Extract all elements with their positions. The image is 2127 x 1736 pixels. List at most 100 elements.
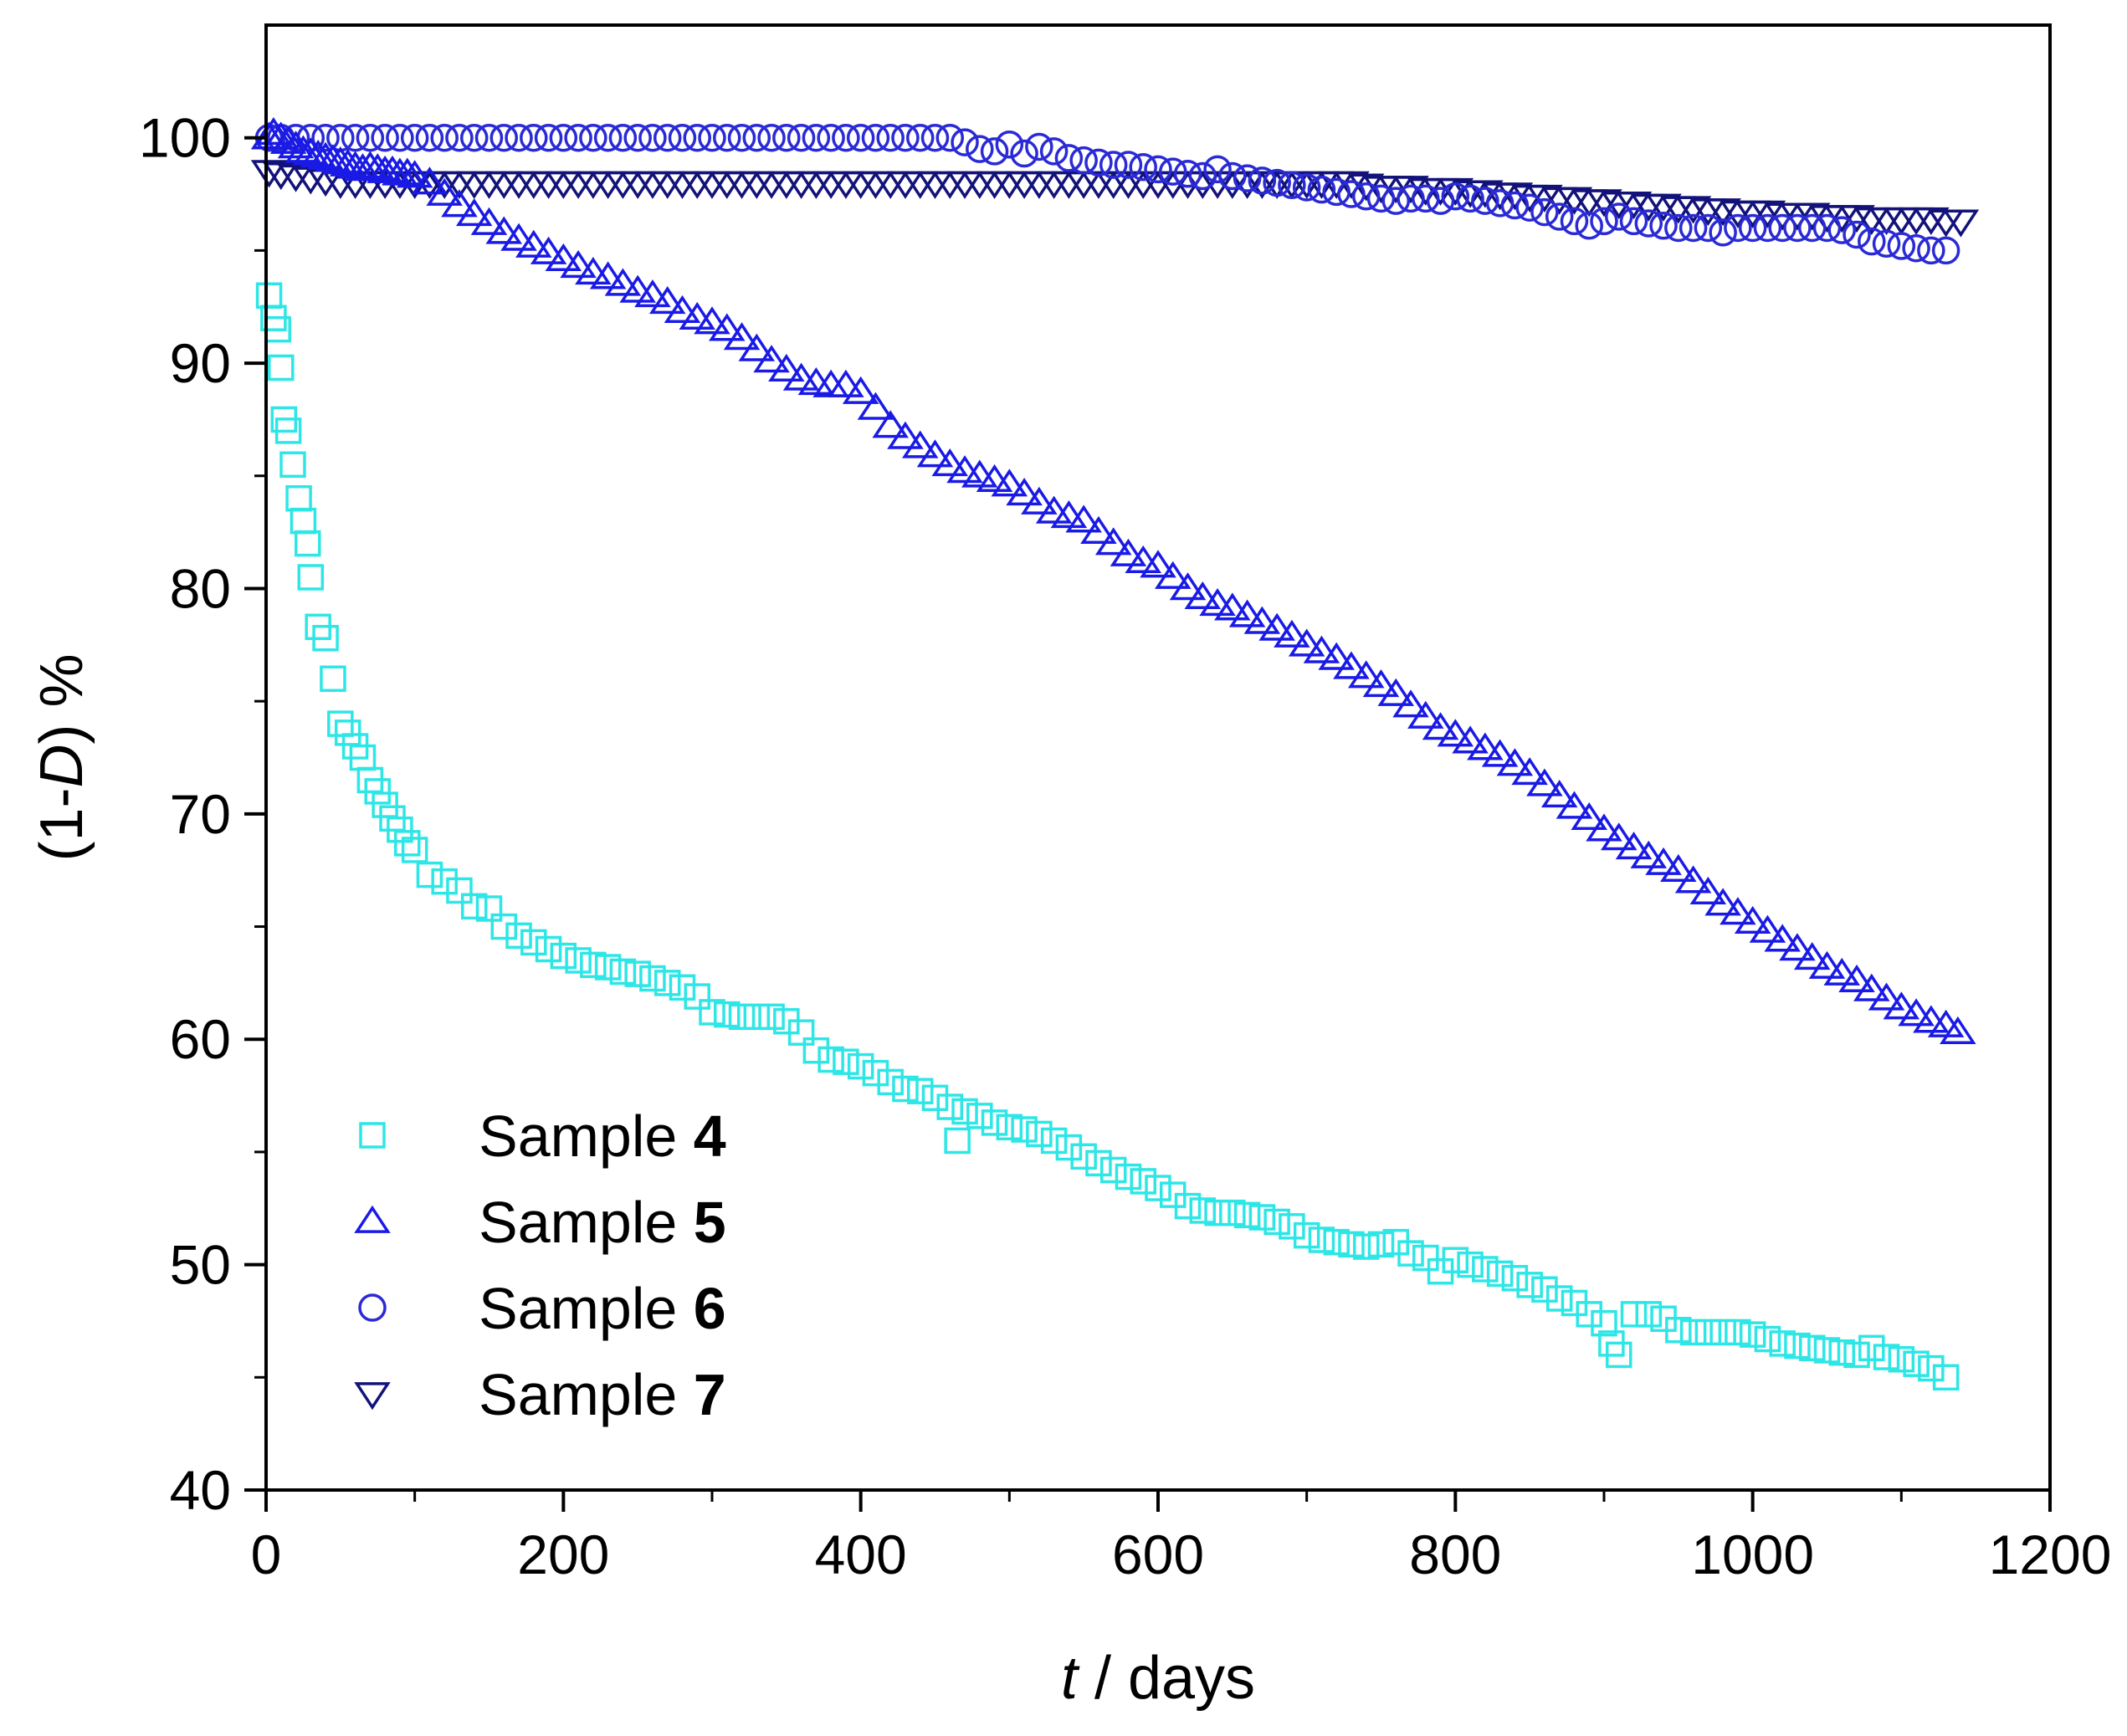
data-point-triangle-up — [1630, 840, 1668, 868]
data-point-square — [981, 1109, 1008, 1136]
x-axis-title: t / days — [1061, 1645, 1255, 1712]
legend-label-sample-5: Sample 5 — [479, 1190, 726, 1255]
data-point-circle — [430, 123, 459, 152]
legend-label-sample-7: Sample 7 — [479, 1362, 726, 1427]
data-point-square — [550, 942, 577, 970]
data-point-triangle-up — [1704, 888, 1741, 916]
data-point-square — [1828, 1339, 1856, 1366]
data-point-triangle-up — [1437, 719, 1474, 747]
data-point-square — [1843, 1341, 1870, 1369]
data-point-circle — [1263, 168, 1291, 197]
data-point-circle — [1560, 207, 1589, 236]
data-point-circle — [505, 123, 533, 152]
data-point-square — [1665, 1316, 1692, 1344]
data-point-circle — [1412, 184, 1440, 213]
data-point-circle — [1322, 177, 1351, 207]
legend-label-text: Sample — [479, 1276, 694, 1341]
data-point-triangle-up — [664, 294, 701, 323]
x-tick-label: 1000 — [1691, 1523, 1814, 1585]
legend-label-number: 6 — [694, 1276, 726, 1341]
data-point-triangle-up — [1094, 527, 1132, 556]
data-point-square — [1204, 1199, 1231, 1226]
data-point-square — [1486, 1260, 1514, 1288]
data-point-circle — [1709, 218, 1737, 247]
data-point-triangle-up — [1110, 538, 1147, 566]
series-sample-5 — [250, 117, 1976, 1044]
data-point-triangle-up — [1540, 780, 1578, 808]
data-point-triangle-down — [1913, 207, 1950, 235]
legend-label-sample-6: Sample 6 — [479, 1276, 726, 1341]
data-point-square — [1115, 1163, 1142, 1191]
data-point-square — [505, 922, 532, 950]
data-point-square — [1679, 1319, 1707, 1346]
data-point-circle — [1843, 220, 1871, 249]
data-point-circle — [1649, 212, 1678, 240]
data-point-square — [609, 958, 637, 986]
data-point-square — [1725, 1319, 1751, 1346]
data-point-square — [684, 983, 710, 1010]
data-point-square — [1070, 1143, 1097, 1170]
data-point-triangle-up — [1779, 933, 1816, 961]
data-point-circle — [787, 123, 816, 152]
data-point-circle — [1738, 213, 1767, 243]
data-point-triangle-down — [263, 161, 300, 191]
data-point-triangle-up — [1422, 712, 1459, 740]
data-point-triangle-up — [263, 121, 300, 150]
data-point-square — [1813, 1337, 1841, 1364]
data-point-square — [327, 710, 354, 737]
data-point-circle — [1694, 213, 1723, 243]
data-point-circle — [920, 123, 950, 152]
data-point-square — [535, 935, 562, 963]
data-point-square — [1263, 1208, 1290, 1236]
data-point-triangle-down — [1645, 193, 1682, 222]
data-point-circle — [1664, 213, 1693, 243]
data-point-square — [862, 1059, 889, 1087]
data-point-circle — [1337, 180, 1366, 208]
data-point-square — [1233, 1201, 1261, 1229]
data-point-triangle-up — [961, 459, 998, 488]
data-point-circle — [861, 123, 890, 152]
data-point-triangle-up — [515, 229, 552, 258]
data-point-triangle-up — [575, 257, 612, 285]
data-point-circle — [1233, 164, 1262, 192]
data-point-square — [1248, 1204, 1276, 1231]
data-point-triangle-up — [1125, 545, 1161, 573]
data-point-square — [490, 913, 518, 940]
data-point-square — [936, 1093, 964, 1120]
data-point-triangle-up — [455, 197, 493, 227]
data-point-triangle-up — [1080, 515, 1117, 544]
data-point-square — [1591, 1309, 1617, 1337]
y-axis-title-italic: D — [28, 745, 95, 788]
data-point-circle — [356, 123, 385, 152]
x-tick-label: 1200 — [1989, 1523, 2112, 1585]
legend-marker-triangle-down — [354, 1382, 391, 1411]
data-point-circle — [386, 123, 414, 152]
data-point-triangle-up — [1645, 847, 1682, 875]
data-point-triangle-up — [1601, 822, 1638, 851]
data-point-circle — [1753, 213, 1782, 243]
data-point-circle — [846, 123, 875, 152]
data-point-triangle-up — [619, 274, 656, 303]
data-point-circle — [1069, 146, 1098, 175]
data-point-square — [669, 974, 696, 1001]
data-point-triangle-up — [991, 469, 1028, 497]
y-axis-title-suffix: ) % — [28, 654, 95, 745]
data-point-triangle-up — [1288, 628, 1325, 657]
data-point-triangle-up — [901, 430, 939, 458]
legend-item-sample-5: Sample 5 — [354, 1190, 726, 1255]
data-point-triangle-up — [1050, 499, 1088, 529]
data-point-triangle-up — [1333, 651, 1370, 679]
data-point-circle — [980, 137, 1009, 166]
data-point-circle — [742, 123, 771, 152]
legend-label-text: Sample — [479, 1104, 694, 1169]
data-point-triangle-up — [1940, 1016, 1976, 1044]
data-point-square — [334, 719, 361, 746]
data-point-circle — [817, 123, 845, 152]
data-point-circle — [1278, 171, 1306, 200]
data-point-circle — [891, 123, 920, 152]
data-point-triangle-up — [1318, 642, 1355, 670]
data-point-circle — [1812, 213, 1842, 243]
data-point-triangle-up — [723, 322, 761, 351]
data-point-square — [714, 1001, 741, 1028]
